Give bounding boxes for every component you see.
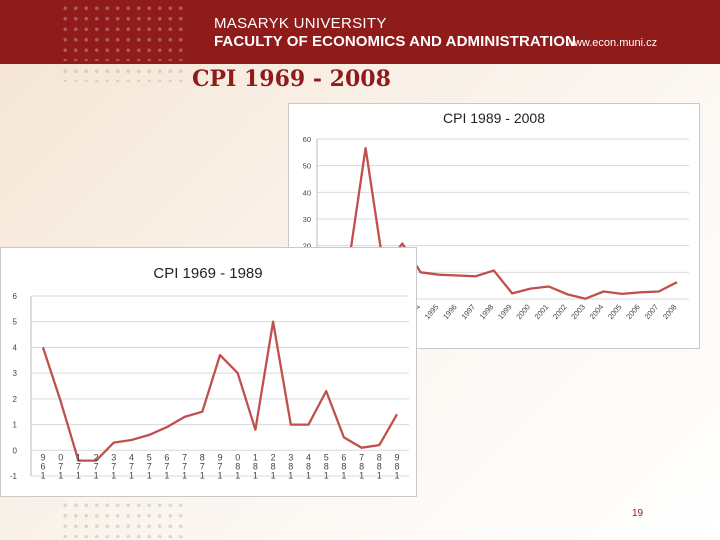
y-tick-label: 40 (303, 188, 311, 197)
x-tick-label: 2006 (624, 303, 642, 322)
y-tick-label: 1 (13, 421, 18, 430)
y-tick-label: 6 (13, 292, 18, 301)
x-tick-label: 2008 (661, 303, 679, 322)
x-tick-label: 1999 (496, 303, 514, 322)
chart-title: CPI 1989 - 2008 (443, 110, 545, 126)
header-bar: MASARYK UNIVERSITY FACULTY OF ECONOMICS … (0, 0, 720, 64)
y-tick-label: 50 (303, 162, 311, 171)
y-tick-label: 2 (13, 395, 18, 404)
x-tick-label: 2007 (643, 303, 661, 322)
chart-cpi-1969-1989-svg: CPI 1969 - 1989 -1 0 1 2 3 4 5 6 9 6 1 0 7 1 1 7 1 2 7 1 3 7 1 4… (10, 265, 409, 481)
y-tick-label: 60 (303, 135, 311, 144)
y-tick-label: 3 (13, 369, 18, 378)
chart-cpi-1969-1989: CPI 1969 - 1989 -1 0 1 2 3 4 5 6 9 6 1 0 7 1 1 7 1 2 7 1 3 7 1 4… (0, 247, 417, 497)
x-tick-label: 1996 (441, 303, 459, 322)
university-name: MASARYK UNIVERSITY (214, 15, 387, 32)
chart-title: CPI 1969 - 1989 (153, 265, 262, 282)
x-tick-label: 2003 (569, 303, 587, 322)
x-tick-label: 1997 (459, 303, 477, 322)
x-tick-label: 2000 (514, 303, 532, 322)
page-number: 19 (632, 508, 644, 519)
header-dot-pattern (60, 3, 185, 61)
x-tick-label: 2005 (606, 303, 624, 322)
dot-pattern-bottom (60, 500, 185, 538)
series-line (41, 320, 398, 462)
y-tick-label: -1 (10, 472, 18, 481)
x-tick-label: 2004 (588, 303, 606, 322)
faculty-name: FACULTY OF ECONOMICS AND ADMINISTRATION (214, 33, 576, 50)
x-tick-label: 1998 (478, 303, 496, 322)
y-tick-label: 20 (303, 242, 311, 251)
y-tick-label: 0 (13, 446, 18, 455)
y-tick-label: 30 (303, 215, 311, 224)
website-link[interactable]: www.econ.muni.cz (566, 37, 658, 49)
y-tick-label: 4 (13, 343, 18, 352)
dot-pattern-top (60, 66, 185, 82)
slide-title: CPI 1969 - 2008 (192, 66, 391, 92)
x-tick-label: 2001 (533, 303, 551, 322)
x-tick-label: 2002 (551, 303, 569, 322)
x-tick-label: 1995 (423, 303, 441, 322)
y-tick-label: 5 (13, 318, 18, 327)
